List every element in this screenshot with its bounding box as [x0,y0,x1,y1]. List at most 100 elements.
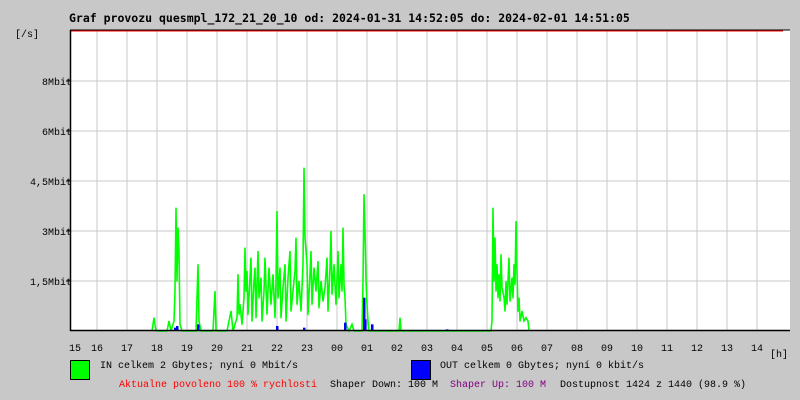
series-in-point [153,317,155,319]
series-in-point [296,304,298,306]
series-in-point [196,297,198,299]
series-in-point [237,274,239,276]
series-in-point [306,264,308,266]
x-tick-label: 13 [721,344,733,355]
series-in-point [322,301,324,302]
series-in-point [508,257,510,259]
series-in-point [366,304,368,306]
series-in-point [514,284,516,286]
series-in-point [179,324,181,326]
x-tick-label: 08 [571,344,583,355]
series-in-point [505,281,507,282]
x-tick-label: 19 [181,344,193,355]
series-in-point [518,297,520,299]
series-out-bar [364,319,367,331]
series-in-point [244,247,246,249]
series-in-point [527,321,529,322]
legend-out-label: OUT celkem 0 Gbytes; nyní 0 kbit/s [440,361,645,372]
x-tick-label: 16 [91,344,103,355]
y-tick-label: 4,5Mbit [30,177,72,189]
x-tick-label: 12 [691,344,703,355]
series-in-point [326,257,328,259]
series-in-point [313,267,315,269]
series-in-point [257,251,259,252]
series-in-point [516,271,518,272]
shaper-down-text: Shaper Down: 100 M [330,380,439,391]
series-in-point [521,311,523,312]
series-in-point [335,304,337,306]
series-in-point [251,321,253,322]
series-in-point [504,311,506,312]
series-in-point [292,291,294,292]
series-in-point [238,314,240,316]
x-tick-label: 09 [601,344,613,355]
series-out-bar [371,324,374,331]
series-in-point [245,291,247,292]
y-tick-label: 3Mbit [42,227,72,239]
x-tick-label: 18 [151,344,163,355]
x-tick-label: 11 [661,344,673,355]
chart-title: Graf provozu quesmpl_172_21_20_10 od: 20… [69,11,630,25]
series-in-point [178,251,180,252]
series-in-point [309,274,311,276]
series-in-point [304,237,306,239]
series-in-point [307,314,309,316]
series-in-point [258,297,260,299]
x-tick-label: 23 [301,344,313,355]
series-out-bar [197,324,200,331]
series-in-point [285,321,287,322]
series-in-point [329,267,331,269]
series-in-point [255,317,257,319]
series-in-point [331,294,333,296]
series-in-point [500,254,502,256]
y-axis-unit: [/s] [15,30,40,41]
series-in-line [151,167,530,333]
series-in-point [337,251,339,252]
series-in-point [341,291,343,292]
series-out-bar [303,327,306,331]
series-in-point [363,194,365,196]
x-tick-label: 20 [211,344,223,355]
series-in-point [173,321,175,322]
series-in-point [250,257,252,259]
series-in-point [491,321,493,322]
availability-text: Dostupnost 1424 z 1440 (98.9 %) [560,380,747,391]
series-in-point [506,304,508,306]
series-marks [151,167,530,333]
series-in-point [302,264,304,266]
series-in-point [338,297,340,299]
series-in-point [310,251,312,252]
y-tick-labels: 1,5Mbit 3Mbit 4,5Mbit 6Mbit 8Mbit [30,77,72,289]
series-in-point [503,297,505,299]
allowed-speed-text: Aktualne povoleno 100 % rychlosti [119,380,318,391]
series-in-point [497,297,499,299]
x-tick-label: 14 [751,344,763,355]
series-in-point [303,167,305,169]
series-out-bar [174,327,177,331]
series-out-bar [176,326,179,331]
x-tick-label: 22 [271,344,283,355]
x-tick-label: 04 [451,344,463,355]
series-in-point [295,237,297,239]
x-tick-label: 02 [391,344,403,355]
series-in-point [318,307,320,309]
x-tick-label: 07 [541,344,553,355]
series-in-point [515,221,517,222]
series-in-point [277,297,279,299]
series-in-point [175,207,177,209]
y-tick-label: 8Mbit [42,77,72,89]
series-in-point [365,281,367,282]
series-in-point [276,211,278,212]
series-in-point [260,277,262,279]
x-tick-label: 15 [69,344,81,355]
series-in-point [177,227,179,229]
x-axis-unit: [h] [770,350,789,361]
series-in-point [168,321,170,322]
shaper-up-text: Shaper Up: 100 M [450,380,547,391]
series-in-point [268,267,270,269]
x-tick-label: 05 [481,344,493,355]
series-in-point [239,304,241,306]
series-in-point [198,321,200,322]
legend-in-label: IN celkem 2 Gbytes; nyní 0 Mbit/s [100,361,299,372]
series-in-point [343,284,345,286]
